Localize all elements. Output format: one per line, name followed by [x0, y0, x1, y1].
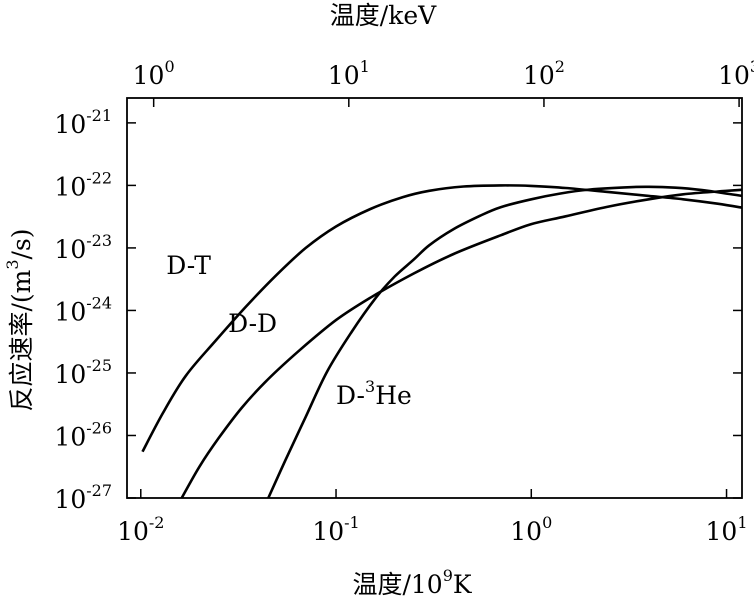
y-tick-label: 10-26	[54, 418, 112, 451]
y-tick-label: 10-21	[54, 106, 112, 139]
series-label-d-t: D-T	[166, 251, 211, 280]
x-tick-label: 101	[706, 513, 748, 546]
y-tick-label: 10-24	[54, 293, 112, 326]
series-layer	[141, 184, 743, 499]
y-tick-label: 10-25	[54, 356, 112, 389]
series-line-d-3he	[267, 185, 743, 499]
y-tick-label: 10-27	[54, 481, 112, 514]
y-tick-label: 10-22	[54, 168, 112, 201]
series-label-d-d: D-D	[228, 309, 277, 338]
ticks-layer: 10-2 10-1 100 101 100 101 102 103 10-21 10-22 10-2…	[54, 57, 754, 546]
series-line-d-d	[180, 188, 743, 499]
series-line-d-t	[141, 184, 743, 453]
x2-axis-title: 温度/keV	[330, 1, 437, 30]
y-tick-label: 10-23	[54, 231, 112, 264]
x2-tick-label: 102	[523, 57, 565, 90]
plot-frame	[126, 97, 743, 499]
series-label-d-3he: D-3He	[336, 377, 412, 410]
y-axis-title: 反应速率/(m3/s)	[3, 228, 36, 411]
x-tick-label: 10-1	[312, 513, 359, 546]
x2-tick-label: 101	[328, 57, 370, 90]
x2-tick-label: 103	[718, 57, 754, 90]
x-tick-label: 100	[510, 513, 552, 546]
x-axis-title: 温度/109K	[352, 566, 472, 599]
x2-tick-label: 100	[133, 57, 175, 90]
x-tick-label: 10-2	[117, 513, 164, 546]
labels-layer: D-T D-D D-3He	[166, 251, 412, 410]
